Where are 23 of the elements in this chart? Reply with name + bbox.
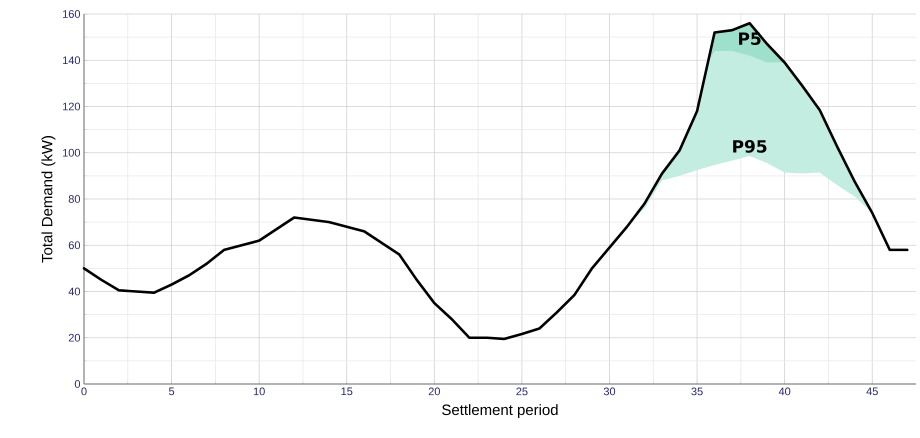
x-tick-label: 45 xyxy=(866,388,878,396)
y-tick-label: 160 xyxy=(63,10,80,18)
x-tick-label: 20 xyxy=(428,388,440,396)
y-tick-label: 20 xyxy=(68,334,80,342)
x-tick-label: 30 xyxy=(604,388,616,396)
x-tick-label: 10 xyxy=(254,388,265,396)
x-tick-label: 25 xyxy=(516,388,528,396)
annotation: P95 xyxy=(733,140,766,153)
x-tick-label: 0 xyxy=(81,388,87,396)
x-tick-label: 15 xyxy=(341,388,352,396)
y-tick-label: 100 xyxy=(63,148,80,157)
y-tick-label: 40 xyxy=(68,288,80,296)
x-axis-title: Settlement period xyxy=(442,404,558,418)
x-tick-label: 40 xyxy=(778,388,790,396)
x-tick-label: 5 xyxy=(168,388,174,396)
y-tick-label: 120 xyxy=(63,102,80,110)
x-tick-label: 35 xyxy=(691,388,703,396)
y-tick-label: 0 xyxy=(74,380,80,388)
y-tick-label: 140 xyxy=(63,56,80,64)
y-tick-label: 60 xyxy=(68,241,80,250)
y-tick-label: 80 xyxy=(68,195,80,203)
annotation: P5 xyxy=(739,32,761,46)
y-axis-title: Total Demand (kW) xyxy=(41,136,56,263)
